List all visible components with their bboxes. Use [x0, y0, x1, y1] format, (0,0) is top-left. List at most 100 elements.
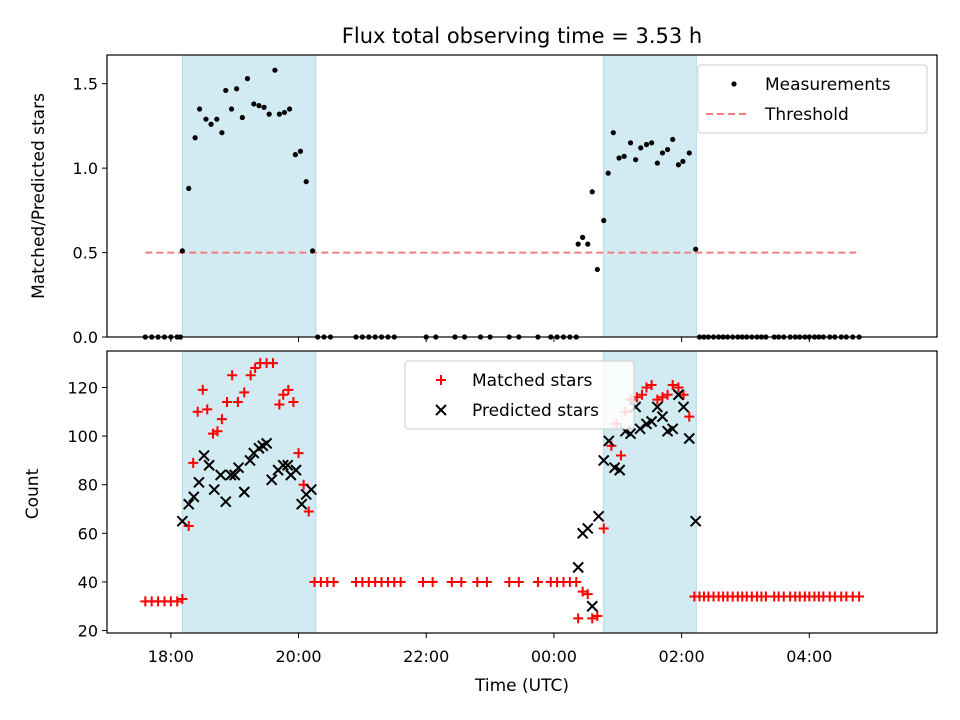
legend-box [404, 360, 635, 430]
data-point [208, 121, 214, 127]
data-point [303, 506, 314, 517]
data-point [418, 576, 429, 587]
data-point [689, 515, 702, 527]
data-point [638, 145, 644, 151]
x-tick-label: 04:00 [786, 647, 832, 666]
data-point [677, 401, 690, 413]
legend-label: Measurements [765, 75, 891, 95]
legend-box [697, 64, 928, 134]
data-point [290, 464, 302, 476]
data-point [659, 150, 666, 156]
data-point [481, 576, 492, 587]
data-point [297, 148, 304, 154]
legend: Matched stars Predicted stars [404, 360, 635, 430]
data-point [603, 435, 615, 447]
data-point [654, 160, 660, 166]
data-point [239, 114, 245, 121]
data-point [212, 426, 223, 437]
data-point [598, 523, 609, 534]
data-point [582, 589, 593, 600]
data-point [624, 427, 637, 440]
data-point [643, 141, 650, 148]
data-point [281, 459, 294, 471]
legend-marker [731, 81, 737, 87]
bottom-y-axis-label: Count [23, 468, 43, 519]
data-point [575, 241, 581, 247]
data-point [328, 576, 339, 587]
data-point [197, 384, 208, 395]
data-point [572, 561, 584, 574]
axes-frame [106, 350, 938, 634]
data-point [283, 384, 294, 395]
chart-title: Flux total observing time = 3.53 h [342, 24, 702, 48]
y-tick-label: 1.0 [73, 159, 98, 178]
data-point [684, 411, 695, 422]
data-point [571, 576, 582, 587]
data-point [172, 596, 183, 607]
data-point [615, 450, 626, 461]
y-tick-label: 120 [67, 378, 98, 397]
data-point [268, 358, 278, 369]
data-point [296, 498, 308, 510]
data-point [592, 510, 605, 523]
data-point [188, 491, 200, 503]
data-point [216, 414, 227, 425]
data-point [261, 104, 267, 110]
data-point [214, 469, 227, 481]
data-point [693, 246, 699, 252]
data-point [616, 155, 622, 161]
data-point [667, 380, 678, 391]
data-point [222, 397, 233, 408]
data-point [675, 162, 682, 168]
data-point [601, 217, 607, 224]
legend-marker [436, 375, 446, 385]
top-panel: Matched/Predicted stars 0.0 0.5 1.0 1.5 Meas… [29, 54, 938, 347]
x-tick-label: 22:00 [403, 647, 449, 666]
data-point [251, 101, 257, 107]
top-y-axis-label: Matched/Predicted stars [29, 93, 49, 299]
data-point [613, 464, 626, 476]
data-point [228, 469, 241, 481]
data-point [272, 67, 278, 73]
data-point [177, 593, 188, 604]
data-point [238, 486, 250, 498]
data-point [227, 370, 238, 381]
data-point [287, 106, 293, 112]
data-point [228, 106, 235, 112]
data-point [670, 136, 676, 143]
data-point [427, 576, 438, 587]
legend-marker [435, 404, 447, 416]
data-point [573, 613, 584, 624]
data-point [305, 483, 318, 496]
data-point [293, 448, 304, 459]
data-point [610, 130, 616, 136]
data-point [202, 404, 213, 415]
data-point [239, 387, 250, 398]
data-point [250, 363, 261, 374]
data-point [214, 116, 220, 122]
y-tick-label: 20 [78, 622, 98, 641]
data-point [662, 389, 673, 400]
observing-interval-shade [603, 54, 697, 338]
legend-label: Matched stars [472, 371, 592, 391]
data-point [649, 140, 655, 146]
data-point [266, 111, 272, 117]
data-point [256, 103, 262, 109]
series-predicted-stars [176, 389, 702, 612]
data-point [188, 457, 199, 468]
data-point [657, 392, 668, 403]
data-point [666, 423, 679, 435]
data-point [587, 613, 598, 624]
bottom-panel: Count 20 40 60 80 100 120 18:00 20:00 22:00 00:00… [23, 350, 938, 666]
data-point [309, 248, 316, 254]
data-point [678, 389, 689, 400]
data-point [605, 170, 611, 176]
y-tick-label: 0.0 [73, 328, 98, 347]
data-point [673, 382, 684, 393]
y-tick-label: 0.5 [73, 244, 98, 263]
data-point [637, 389, 648, 400]
data-point [223, 87, 229, 94]
data-point [580, 234, 586, 240]
y-tick-label: 1.5 [73, 75, 98, 94]
